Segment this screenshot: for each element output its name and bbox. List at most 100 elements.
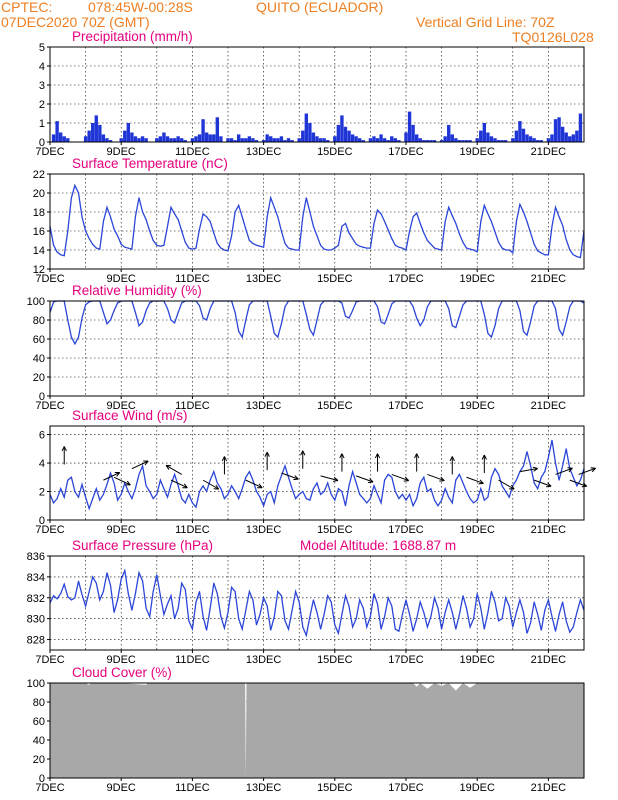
- temp-data-point: [355, 243, 357, 245]
- wind-arrow: [264, 451, 270, 471]
- temp-data-point: [213, 232, 215, 234]
- wind-data-point: [216, 482, 218, 484]
- press-data-point: [426, 626, 428, 628]
- rh-data-point: [380, 321, 382, 323]
- temp-data-point: [394, 244, 396, 246]
- x-tick-label: 17DEC: [388, 782, 424, 794]
- press-data-point: [505, 597, 507, 599]
- press-data-point: [444, 611, 446, 613]
- rh-data-point: [377, 306, 379, 308]
- wind-data-point: [288, 476, 290, 478]
- wind-data-point: [426, 491, 428, 493]
- precip-bar: [158, 136, 163, 142]
- temp-data-point: [359, 245, 361, 247]
- precip-bar: [133, 136, 138, 142]
- rh-data-point: [199, 305, 201, 307]
- wind-data-point: [490, 476, 492, 478]
- y-tick-label: 18: [33, 207, 45, 219]
- y-tick-label: 12: [33, 264, 45, 276]
- wind-title: Surface Wind (m/s): [72, 408, 188, 423]
- precip-bar: [94, 115, 98, 142]
- press-data-point: [99, 599, 101, 601]
- wind-data-point: [359, 493, 361, 495]
- press-data-point: [334, 624, 336, 626]
- precip-bar: [482, 123, 487, 142]
- x-tick-label: 19DEC: [459, 524, 495, 536]
- precip-bar: [233, 140, 237, 142]
- precip-bar: [503, 140, 508, 142]
- precip-bar: [236, 134, 241, 142]
- temp-data-point: [302, 216, 304, 218]
- temp-data-point: [202, 213, 204, 215]
- temp-data-point: [558, 216, 560, 218]
- wind-data-point: [152, 498, 154, 500]
- precip-bar: [172, 138, 177, 142]
- precip-bar: [343, 126, 348, 142]
- wind-data-point: [156, 493, 158, 495]
- wind-data-point: [92, 498, 94, 500]
- wind-arrow: [103, 471, 121, 481]
- wind-arrow: [355, 475, 374, 484]
- precip-bar: [201, 119, 205, 142]
- rh-data-point: [423, 319, 425, 321]
- wind-arrow: [578, 467, 596, 475]
- press-data-point: [579, 599, 581, 601]
- precip-bar: [219, 136, 223, 142]
- temp-frame: [49, 173, 585, 270]
- press-data-point: [312, 599, 314, 601]
- temp-data-point: [316, 235, 318, 237]
- wind-data-point: [562, 465, 564, 467]
- press-data-point: [412, 630, 414, 632]
- press-data-point: [451, 611, 453, 613]
- temp-data-point: [444, 221, 446, 222]
- temp-data-point: [412, 216, 414, 218]
- y-tick-label: 2: [39, 487, 45, 499]
- wind-data-point: [572, 476, 574, 478]
- wind-data-point: [199, 491, 201, 493]
- press-data-point: [405, 599, 407, 601]
- temp-data-point: [348, 232, 350, 234]
- rh-panel: 0 20 40 60 80 100 7DEC 9DEC 11DEC 13DEC 15DEC 17DEC…: [27, 283, 585, 412]
- press-data-point: [302, 626, 304, 628]
- press-data-point: [433, 597, 435, 599]
- press-data-point: [77, 580, 79, 582]
- rh-data-point: [555, 308, 557, 310]
- wind-data-point: [106, 483, 108, 485]
- press-data-point: [142, 580, 144, 582]
- precip-bar: [375, 138, 380, 142]
- press-data-point: [216, 593, 218, 595]
- press-data-point: [501, 618, 503, 620]
- y-tick-label: 0: [39, 773, 45, 785]
- temp-data-point: [384, 221, 386, 222]
- precip-bar: [347, 130, 351, 142]
- wind-data-point: [131, 498, 133, 500]
- rh-data-point: [134, 311, 136, 313]
- temp-data-point: [579, 257, 581, 259]
- press-data-point: [124, 570, 126, 572]
- temp-data-point: [398, 246, 400, 248]
- press-data-point: [209, 607, 211, 609]
- press-data-point: [494, 601, 496, 603]
- press-data-point: [576, 611, 578, 613]
- wind-data-point: [480, 488, 482, 490]
- press-data-point: [480, 607, 482, 609]
- wind-arrow: [131, 460, 149, 470]
- wind-data-point: [184, 502, 186, 504]
- temp-data-point: [441, 249, 443, 251]
- precip-bar: [197, 134, 202, 142]
- x-tick-label: 13DEC: [246, 400, 282, 412]
- rh-data-point: [81, 317, 83, 319]
- precip-bar: [272, 138, 276, 142]
- precip-bar: [123, 130, 127, 142]
- precip-bar: [315, 136, 319, 142]
- press-data-point: [537, 613, 539, 615]
- temp-data-point: [469, 248, 471, 250]
- x-tick-label: 11DEC: [175, 400, 210, 412]
- temp-data-point: [231, 235, 233, 237]
- precip-title: Precipitation (mm/h): [72, 29, 193, 44]
- temp-data-point: [170, 206, 172, 208]
- wind-data-point: [149, 491, 151, 493]
- wind-arrow: [113, 476, 131, 486]
- press-data-point: [181, 582, 183, 584]
- precip-bar: [528, 136, 533, 142]
